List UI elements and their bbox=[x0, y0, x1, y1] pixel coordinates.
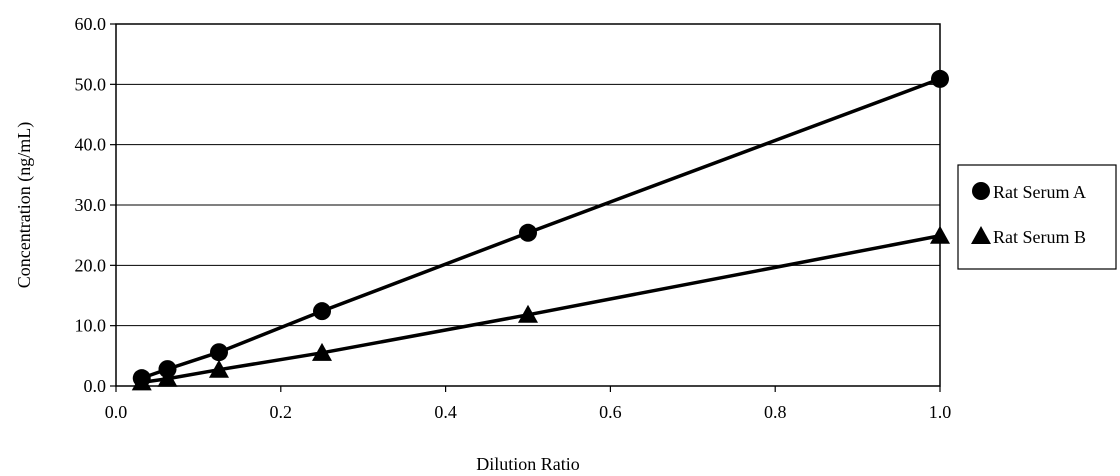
legend-triangle-marker bbox=[971, 226, 991, 244]
legend-label: Rat Serum B bbox=[993, 227, 1086, 247]
y-tick-label: 30.0 bbox=[75, 195, 107, 215]
circle-point bbox=[313, 302, 331, 321]
triangle-point bbox=[157, 368, 178, 387]
series-2 bbox=[131, 225, 950, 391]
triangle-point bbox=[131, 372, 152, 391]
circle-point bbox=[519, 223, 537, 242]
circle-point bbox=[210, 343, 228, 362]
x-tick-label: 0.4 bbox=[434, 402, 457, 422]
legend-circle-marker bbox=[972, 182, 990, 200]
series-line bbox=[141, 234, 941, 385]
legend-box bbox=[957, 164, 1117, 270]
triangle-point bbox=[518, 304, 538, 323]
triangle-point bbox=[930, 225, 950, 244]
x-tick-label: 0.0 bbox=[105, 402, 128, 422]
y-tick-label: 0.0 bbox=[84, 376, 107, 396]
y-tick-label: 50.0 bbox=[75, 74, 107, 94]
series-line bbox=[141, 77, 941, 380]
gridlines bbox=[116, 83, 940, 327]
x-tick-label: 0.6 bbox=[599, 402, 622, 422]
y-tick-label: 60.0 bbox=[75, 14, 107, 34]
y-axis-label: Concentration (ng/mL) bbox=[14, 122, 35, 288]
series-group bbox=[131, 69, 950, 391]
x-tick-label: 0.2 bbox=[270, 402, 293, 422]
legend-label: Rat Serum A bbox=[993, 182, 1086, 202]
x-axis-label: Dilution Ratio bbox=[476, 454, 580, 474]
circle-point bbox=[931, 69, 949, 88]
x-tick-label: 1.0 bbox=[929, 402, 952, 422]
legend-item: Rat Serum B bbox=[971, 226, 1086, 247]
y-axis: 0.0 10.0 20.0 30.0 40.0 50.0 60.0 bbox=[75, 14, 116, 396]
y-tick-label: 40.0 bbox=[75, 135, 107, 155]
y-tick-label: 10.0 bbox=[75, 316, 107, 336]
triangle-point bbox=[312, 342, 332, 361]
legend-item: Rat Serum A bbox=[972, 182, 1086, 202]
series-1 bbox=[132, 69, 949, 388]
x-tick-label: 0.8 bbox=[764, 402, 787, 422]
x-axis: 0.0 0.2 0.4 0.6 0.8 1.0 bbox=[105, 386, 952, 422]
triangle-point bbox=[209, 359, 229, 378]
legend: Rat Serum A Rat Serum B bbox=[957, 164, 1117, 270]
y-tick-label: 20.0 bbox=[75, 255, 107, 275]
